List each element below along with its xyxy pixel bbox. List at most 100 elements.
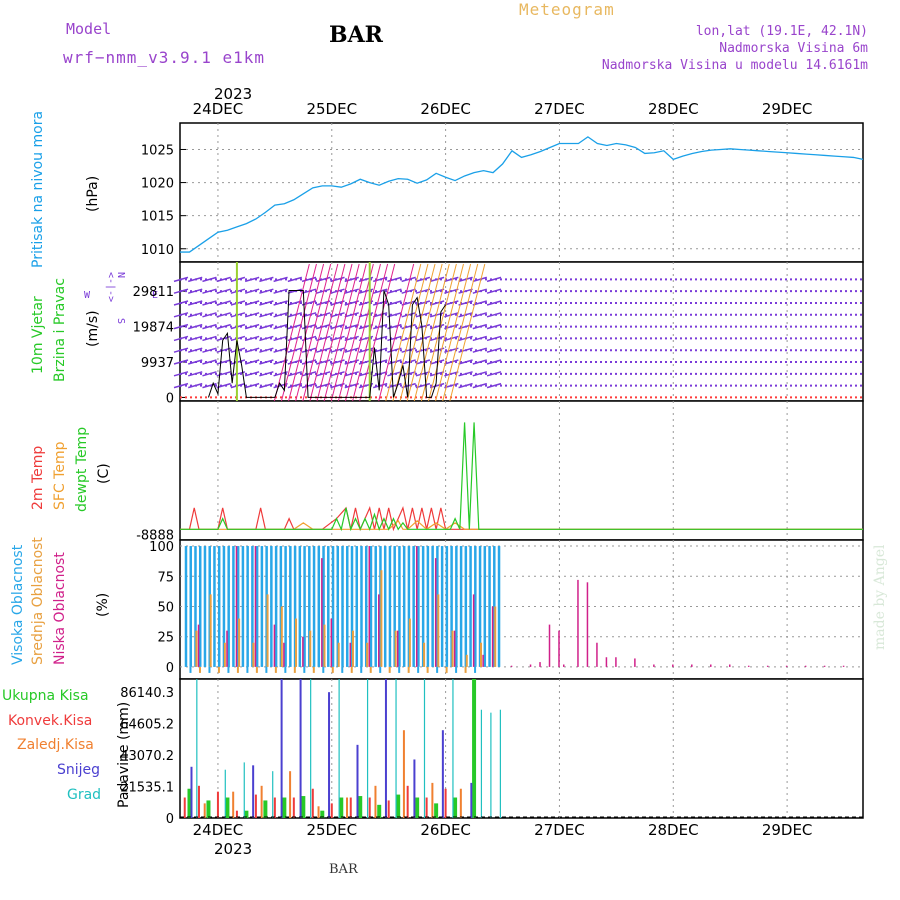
cloud-bar	[255, 546, 259, 667]
precip-tick: 43070.2	[120, 749, 174, 764]
wind-arrow	[259, 371, 274, 377]
cloud-ylabel-mid: Srednja Oblacnost	[30, 537, 46, 665]
precip-bar	[374, 785, 377, 818]
precip-bar	[356, 744, 359, 818]
wind-hatch	[392, 263, 429, 402]
precip-bar	[444, 788, 447, 818]
cloud-bar	[227, 546, 230, 667]
cloud-bar	[383, 546, 387, 667]
footer-station: BAR	[329, 862, 358, 877]
cloud-neg-bar	[388, 666, 391, 673]
wind-arrow	[486, 371, 502, 377]
cloud-bar	[194, 546, 197, 667]
wind-arrow	[344, 371, 359, 377]
cloud-bar	[322, 546, 325, 667]
precip-bar	[470, 782, 473, 818]
wind-arrow	[188, 276, 203, 283]
wind-arrow	[244, 276, 260, 283]
cloud-bar	[303, 546, 306, 667]
precip-tick: 86140.3	[120, 686, 174, 701]
wind-arrow	[273, 288, 288, 294]
wind-arrow	[188, 335, 203, 342]
wind-arrow	[173, 371, 189, 377]
cloud-bar	[217, 546, 221, 667]
precip-unit: Padavine (mm)	[116, 702, 132, 808]
wind-arrow	[429, 312, 445, 318]
precip-bar	[339, 797, 344, 818]
compass-n: N	[115, 272, 126, 278]
pressure-tick: 1015	[141, 210, 174, 225]
cloud-bar	[222, 546, 226, 667]
precip-bar	[406, 785, 409, 818]
cloud-bar	[260, 546, 264, 667]
wind-arrow	[301, 359, 317, 365]
wind-arrow	[173, 347, 189, 353]
wind-arrow	[273, 300, 288, 306]
precip-bar	[273, 797, 276, 818]
wind-arrow	[330, 312, 345, 318]
precip-bar	[368, 797, 371, 818]
cloud-bar	[195, 630, 198, 667]
date-label-top: 28DEC	[648, 100, 699, 118]
precip-grad-label: Grad	[67, 787, 101, 803]
cloud-bar	[398, 546, 401, 667]
cloud-bar	[596, 642, 598, 667]
wind-arrow	[344, 276, 359, 283]
wind-arrow	[458, 359, 473, 365]
wind-arrow	[259, 276, 274, 283]
cloud-tick: 0	[166, 661, 174, 676]
date-label-bottom: 29DEC	[762, 821, 813, 839]
wind-arrow	[486, 288, 502, 294]
cloud-ylabel-high: Visoka Oblacnost	[10, 544, 26, 665]
precip-bar	[224, 769, 226, 818]
cloud-bar	[408, 618, 411, 667]
cloud-bar	[189, 546, 192, 667]
cloud-bar	[491, 606, 494, 667]
cloud-neg-bar	[246, 666, 249, 673]
cloud-bar	[510, 665, 513, 667]
wind-hatch	[288, 263, 325, 402]
wind-arrow	[330, 323, 345, 330]
precip-bar	[232, 791, 235, 818]
precip-bar	[263, 800, 268, 818]
wind-arrow	[202, 371, 217, 377]
cloud-bar	[672, 664, 674, 667]
cloud-bar	[232, 546, 235, 667]
wind-arrow	[273, 323, 288, 330]
wind-arrow	[316, 371, 331, 377]
cloud-bar	[402, 546, 406, 667]
wind-arrow	[486, 323, 502, 330]
wind-arrow	[401, 288, 416, 294]
cloud-bar	[615, 657, 617, 667]
date-label-bottom: 27DEC	[534, 821, 585, 839]
precip-conv-label: Konvek.Kisa	[8, 713, 92, 729]
cloud-neg-bar	[303, 666, 306, 673]
pressure-line	[180, 136, 864, 253]
precip-bar	[280, 679, 283, 818]
wind-arrow	[316, 323, 331, 330]
wind-arrow	[244, 347, 260, 353]
precip-bar	[330, 803, 333, 818]
year-bottom: 2023	[214, 840, 252, 858]
wind-arrow	[330, 359, 345, 365]
wind-arrow	[458, 347, 473, 353]
chart-title: Meteogram	[519, 0, 615, 19]
wind-arrow	[202, 323, 217, 330]
cloud-bar	[415, 546, 418, 667]
wind-arrow	[188, 300, 203, 306]
cloud-neg-bar	[227, 666, 230, 673]
wind-arrow	[273, 347, 288, 353]
wind-arrow	[330, 276, 345, 283]
cloud-unit: (%)	[95, 593, 111, 617]
wind-arrow	[415, 276, 431, 283]
wind-arrow	[301, 276, 317, 283]
precip-bar	[490, 712, 492, 818]
wind-arrow	[244, 323, 260, 330]
precip-bar	[292, 797, 295, 818]
cloud-bar	[710, 664, 712, 667]
wind-arrow	[287, 312, 303, 318]
cloud-bar	[355, 546, 358, 667]
cloud-bar	[317, 546, 321, 667]
precip-bar	[301, 796, 306, 818]
cloud-neg-bar	[350, 666, 353, 673]
